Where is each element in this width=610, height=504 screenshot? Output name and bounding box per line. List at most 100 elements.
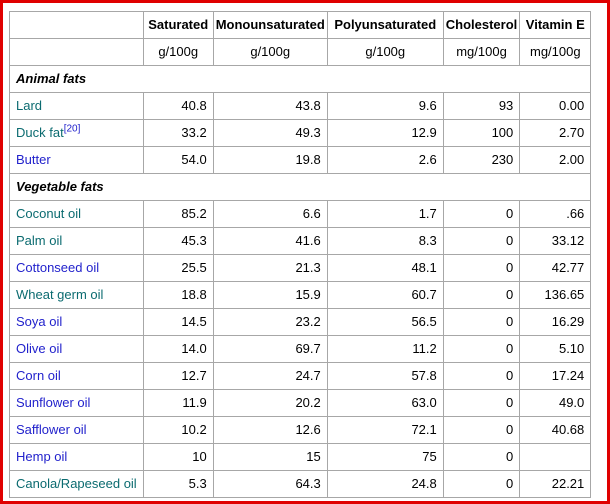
value-cell: 12.6 <box>212 416 328 444</box>
value-cell: 49.3 <box>212 119 328 147</box>
value-cell: 64.3 <box>212 470 328 498</box>
table-head: Saturated Monounsaturated Polyunsaturated C… <box>9 11 592 66</box>
value-cell: 0 <box>442 254 521 282</box>
table-row: Sunflower oil 11.9 20.2 63.0 0 49.0 <box>9 389 592 417</box>
unit-cell: mg/100g <box>519 38 592 66</box>
section-header-row: Animal fats <box>8 65 592 93</box>
value-cell: 12.9 <box>326 119 444 147</box>
row-label-cell: Coconut oil <box>9 200 144 228</box>
value-cell: .66 <box>519 200 592 228</box>
row-label-link[interactable]: Hemp oil <box>16 449 68 464</box>
row-label-cell: Lard <box>9 92 144 120</box>
value-cell <box>519 443 592 471</box>
value-cell: 136.65 <box>519 281 592 309</box>
table-row: Soya oil 14.5 23.2 56.5 0 16.29 <box>9 308 592 336</box>
row-label-cell: Butter <box>9 146 144 174</box>
row-label-link[interactable]: Corn oil <box>16 368 61 383</box>
value-cell: 54.0 <box>142 146 214 174</box>
column-header: Vitamin E <box>519 11 592 39</box>
value-cell: 42.77 <box>519 254 592 282</box>
row-label-link[interactable]: Wheat germ oil <box>16 287 104 302</box>
row-label-link[interactable]: Duck fat <box>16 125 64 140</box>
value-cell: 48.1 <box>326 254 444 282</box>
table-row: Corn oil 12.7 24.7 57.8 0 17.24 <box>9 362 592 390</box>
value-cell: 75 <box>326 443 444 471</box>
value-cell: 14.5 <box>142 308 214 336</box>
value-cell: 23.2 <box>212 308 328 336</box>
value-cell: 15 <box>212 443 328 471</box>
value-cell: 33.12 <box>519 227 592 255</box>
row-label-link[interactable]: Butter <box>16 152 51 167</box>
row-label-link[interactable]: Safflower oil <box>16 422 87 437</box>
row-label-link[interactable]: Canola/Rapeseed oil <box>16 476 137 491</box>
table-row: Butter 54.0 19.8 2.6 230 2.00 <box>9 146 592 174</box>
row-label-link[interactable]: Cottonseed oil <box>16 260 100 275</box>
value-cell: 2.70 <box>519 119 592 147</box>
row-label-cell: Soya oil <box>9 308 144 336</box>
value-cell: 5.3 <box>142 470 214 498</box>
unit-cell: mg/100g <box>442 38 521 66</box>
value-cell: 16.29 <box>519 308 592 336</box>
value-cell: 24.7 <box>212 362 328 390</box>
row-label-cell: Duck fat[20] <box>9 119 144 147</box>
value-cell: 21.3 <box>212 254 328 282</box>
value-cell: 1.7 <box>326 200 444 228</box>
value-cell: 0 <box>442 308 521 336</box>
value-cell: 20.2 <box>212 389 328 417</box>
corner-header-cell <box>9 11 144 39</box>
row-label-link[interactable]: Lard <box>16 98 43 113</box>
row-label-link[interactable]: Sunflower oil <box>16 395 91 410</box>
table-row: Safflower oil 10.2 12.6 72.1 0 40.68 <box>9 416 592 444</box>
value-cell: 49.0 <box>519 389 592 417</box>
value-cell: 6.6 <box>212 200 328 228</box>
row-label-cell: Corn oil <box>9 362 144 390</box>
table-row: Duck fat[20] 33.2 49.3 12.9 100 2.70 <box>9 119 592 147</box>
value-cell: 0 <box>442 443 521 471</box>
value-cell: 43.8 <box>212 92 328 120</box>
reference-marker: [20] <box>64 124 81 135</box>
row-label-cell: Safflower oil <box>9 416 144 444</box>
table-row: Olive oil 14.0 69.7 11.2 0 5.10 <box>9 335 592 363</box>
value-cell: 0.00 <box>519 92 592 120</box>
value-cell: 57.8 <box>326 362 444 390</box>
value-cell: 11.9 <box>142 389 214 417</box>
column-header: Cholesterol <box>442 11 521 39</box>
value-cell: 10 <box>142 443 214 471</box>
row-label-cell: Cottonseed oil <box>9 254 144 282</box>
table-row: Wheat germ oil 18.8 15.9 60.7 0 136.65 <box>9 281 592 309</box>
value-cell: 24.8 <box>326 470 444 498</box>
value-cell: 0 <box>442 335 521 363</box>
value-cell: 0 <box>442 281 521 309</box>
value-cell: 72.1 <box>326 416 444 444</box>
value-cell: 0 <box>442 227 521 255</box>
section-header-row: Vegetable fats <box>8 173 592 201</box>
value-cell: 0 <box>442 470 521 498</box>
value-cell: 14.0 <box>142 335 214 363</box>
value-cell: 63.0 <box>326 389 444 417</box>
column-header: Monounsaturated <box>212 11 328 39</box>
header-row: Saturated Monounsaturated Polyunsaturated C… <box>9 11 592 39</box>
unit-cell: g/100g <box>326 38 444 66</box>
value-cell: 9.6 <box>326 92 444 120</box>
value-cell: 69.7 <box>212 335 328 363</box>
table-row: Palm oil 45.3 41.6 8.3 0 33.12 <box>9 227 592 255</box>
value-cell: 22.21 <box>519 470 592 498</box>
fats-composition-table: Saturated Monounsaturated Polyunsaturated C… <box>8 11 592 498</box>
value-cell: 5.10 <box>519 335 592 363</box>
value-cell: 2.00 <box>519 146 592 174</box>
row-label-link[interactable]: Olive oil <box>16 341 63 356</box>
column-header: Polyunsaturated <box>326 11 444 39</box>
row-label-link[interactable]: Palm oil <box>16 233 63 248</box>
units-row: g/100g g/100g g/100g mg/100g mg/100g <box>9 38 592 66</box>
value-cell: 45.3 <box>142 227 214 255</box>
table-row: Cottonseed oil 25.5 21.3 48.1 0 42.77 <box>9 254 592 282</box>
table-body: Animal fats Lard 40.8 43.8 9.6 93 0.00 Duck fat… <box>8 65 592 498</box>
row-label-link[interactable]: Soya oil <box>16 314 63 329</box>
row-label-cell: Canola/Rapeseed oil <box>9 470 144 498</box>
row-label-cell: Sunflower oil <box>9 389 144 417</box>
value-cell: 17.24 <box>519 362 592 390</box>
value-cell: 0 <box>442 200 521 228</box>
row-label-link[interactable]: Coconut oil <box>16 206 82 221</box>
reference-link[interactable]: [20] <box>63 123 81 135</box>
value-cell: 0 <box>442 416 521 444</box>
